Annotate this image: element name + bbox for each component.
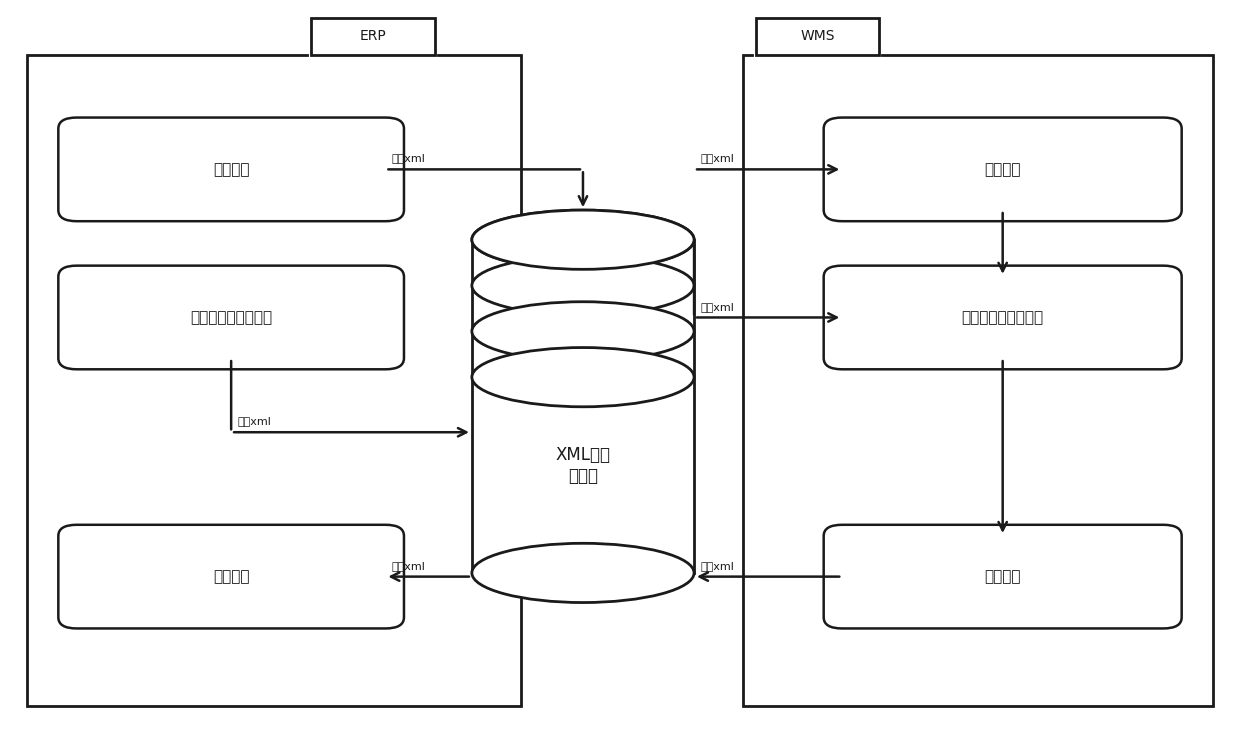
Ellipse shape — [472, 301, 694, 361]
Text: 生成xml: 生成xml — [237, 416, 272, 426]
FancyBboxPatch shape — [744, 54, 1213, 706]
Text: 日志信息: 日志信息 — [213, 569, 249, 584]
Ellipse shape — [472, 348, 694, 407]
Text: 读取xml: 读取xml — [701, 154, 734, 163]
FancyBboxPatch shape — [823, 524, 1182, 628]
FancyBboxPatch shape — [823, 118, 1182, 222]
Text: 入出库单（放行单）: 入出库单（放行单） — [190, 310, 273, 325]
Ellipse shape — [472, 256, 694, 315]
Text: 读取xml: 读取xml — [392, 561, 425, 571]
Text: 基础数据: 基础数据 — [213, 162, 249, 177]
FancyBboxPatch shape — [756, 18, 879, 54]
FancyBboxPatch shape — [58, 118, 404, 222]
Text: WMS: WMS — [800, 29, 835, 43]
FancyBboxPatch shape — [311, 18, 435, 54]
FancyBboxPatch shape — [58, 524, 404, 628]
FancyBboxPatch shape — [58, 266, 404, 369]
Polygon shape — [472, 239, 694, 573]
Text: 入出库单（放行单）: 入出库单（放行单） — [961, 310, 1044, 325]
Ellipse shape — [472, 210, 694, 269]
Ellipse shape — [472, 543, 694, 603]
Text: 基础数据: 基础数据 — [985, 162, 1021, 177]
Ellipse shape — [472, 210, 694, 269]
Text: XML文件
服务器: XML文件 服务器 — [556, 446, 610, 485]
Text: 读取xml: 读取xml — [701, 301, 734, 312]
FancyBboxPatch shape — [27, 54, 521, 706]
Text: 生成xml: 生成xml — [701, 561, 734, 571]
FancyBboxPatch shape — [823, 266, 1182, 369]
Text: ERP: ERP — [360, 29, 387, 43]
Text: 信息回报: 信息回报 — [985, 569, 1021, 584]
Text: 生成xml: 生成xml — [392, 154, 425, 163]
